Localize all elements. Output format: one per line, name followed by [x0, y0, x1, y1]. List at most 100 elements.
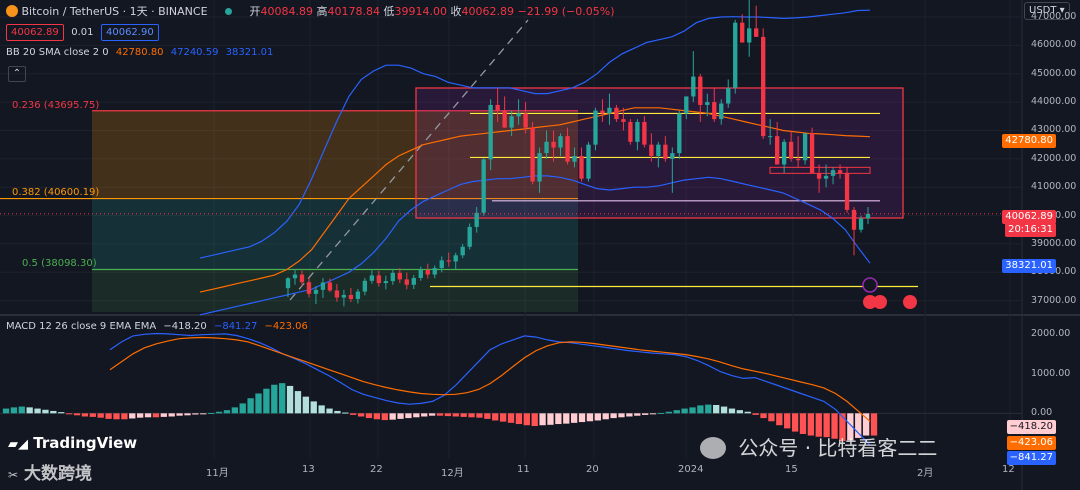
bb-legend[interactable]: BB 20 SMA close 2 0 42780.80 47240.59 38…: [6, 47, 273, 58]
macd-hist-bar: [618, 413, 625, 418]
time-tick-label: 13: [302, 464, 315, 475]
symbol-logo-icon: [6, 5, 18, 17]
bb-upper-line: [199, 9, 871, 259]
macd-hist-bar: [428, 413, 436, 416]
macd-hist-bar: [515, 413, 523, 425]
macd-hist-bar: [113, 413, 120, 420]
candle-body: [719, 103, 724, 120]
time-tick-label: 11: [517, 464, 530, 475]
macd-hist-bar: [89, 413, 96, 417]
candle-body: [439, 260, 444, 269]
candle-body: [691, 76, 696, 97]
macd-hist-bar: [499, 413, 507, 422]
candle-body: [390, 272, 395, 282]
candle-body: [747, 28, 752, 43]
candle-body: [572, 156, 577, 162]
candle-body: [614, 107, 619, 120]
macd-hist-bar: [326, 408, 333, 414]
macd-hist-bar: [357, 413, 365, 417]
macd-hist-bar: [302, 396, 310, 414]
macd-legend[interactable]: MACD 12 26 close 9 EMA EMA −418.20 −841.…: [6, 321, 308, 332]
macd-hist-bar: [468, 413, 475, 418]
macd-line-tag: −841.27: [1006, 451, 1056, 465]
macd-hist-bar: [713, 404, 720, 414]
macd-hist-bar: [105, 413, 112, 419]
macd-hist-bar: [121, 413, 128, 420]
fib-level-05: 0.5 (38098.30): [22, 258, 97, 269]
macd-tick-label: 0.00: [1031, 407, 1053, 419]
macd-hist-bar: [215, 411, 223, 414]
macd-hist-bar: [42, 409, 49, 414]
macd-hist-bar: [594, 413, 601, 421]
candle-body: [383, 281, 388, 284]
macd-hist-bar: [223, 410, 231, 414]
ohlc-high: 40178.84: [327, 5, 381, 18]
macd-hist-bar: [460, 413, 467, 417]
price-tick-label: 39000.00: [1031, 237, 1077, 249]
macd-hist-bar: [673, 410, 680, 414]
macd-hist-bar: [799, 413, 807, 434]
spread-value: 0.01: [71, 27, 94, 38]
candle-body: [551, 141, 556, 148]
symbol-header[interactable]: Bitcoin / TetherUS · 1天 · BINANCE 开40084…: [6, 3, 614, 19]
candle-body: [823, 175, 829, 179]
candle-body: [656, 144, 661, 156]
macd-hist-bar: [736, 410, 744, 414]
macd-hist-bar: [523, 413, 530, 426]
bb-legend-lower: 38321.01: [225, 47, 274, 58]
macd-legend-hist: −418.20: [163, 321, 207, 332]
candle-body: [313, 289, 319, 294]
candle-body: [320, 282, 326, 290]
macd-hist-bar: [476, 413, 483, 418]
candle-body: [726, 87, 731, 104]
macd-hist-bar: [129, 413, 136, 419]
candle-body: [362, 280, 368, 292]
candle-body: [809, 133, 815, 174]
candle-body: [649, 144, 654, 156]
macd-hist-bar: [847, 413, 854, 441]
candle-body: [781, 141, 787, 165]
candle-body: [635, 121, 640, 142]
macd-hist-bar: [255, 393, 262, 414]
buy-button[interactable]: 40062.90: [100, 24, 159, 41]
macd-hist-bar: [452, 413, 459, 417]
candle-body: [460, 246, 465, 256]
currency-button[interactable]: USDT ▾: [1024, 2, 1070, 20]
sell-button[interactable]: 40062.89: [6, 24, 64, 41]
macd-hist-bar: [720, 406, 728, 414]
macd-hist-bar: [539, 413, 546, 426]
macd-hist-bar: [365, 413, 373, 419]
candle-body: [677, 113, 682, 154]
candle-body: [754, 28, 759, 37]
candle-body: [642, 121, 647, 145]
time-tick-label: 20: [586, 464, 599, 475]
macd-hist-bar: [823, 413, 830, 438]
us-flag-event-icon: [903, 295, 917, 309]
candle-body: [369, 275, 375, 281]
macd-hist-bar: [73, 413, 81, 416]
tradingview-logo[interactable]: ▰◢ TradingView: [8, 434, 137, 452]
candle-body: [285, 278, 291, 289]
candle-body: [663, 144, 668, 159]
macd-hist-bar: [334, 410, 341, 414]
price-tick-label: 43000.00: [1031, 124, 1077, 136]
macd-hist-bar: [2, 408, 10, 414]
trend-line-dashed: [289, 19, 529, 301]
time-tick-label: 2月: [917, 468, 934, 479]
countdown-tag: 20:16:31: [1005, 223, 1056, 237]
collapse-legend-icon[interactable]: ⌃: [8, 66, 26, 82]
macd-hist-bar: [657, 412, 665, 414]
candle-body: [816, 173, 822, 179]
bb-lower-tag: 38321.01: [1002, 259, 1056, 273]
macd-hist-bar: [231, 407, 238, 414]
candle-body: [481, 159, 486, 213]
bb-basis-tag: 42780.80: [1002, 134, 1056, 148]
candle-body: [795, 158, 801, 161]
price-tick-label: 44000.00: [1031, 96, 1077, 108]
macd-hist-bar: [436, 413, 444, 416]
candle-body: [432, 268, 437, 275]
candle-body: [865, 213, 871, 219]
candle-body: [292, 274, 298, 279]
candle-body: [593, 110, 598, 145]
